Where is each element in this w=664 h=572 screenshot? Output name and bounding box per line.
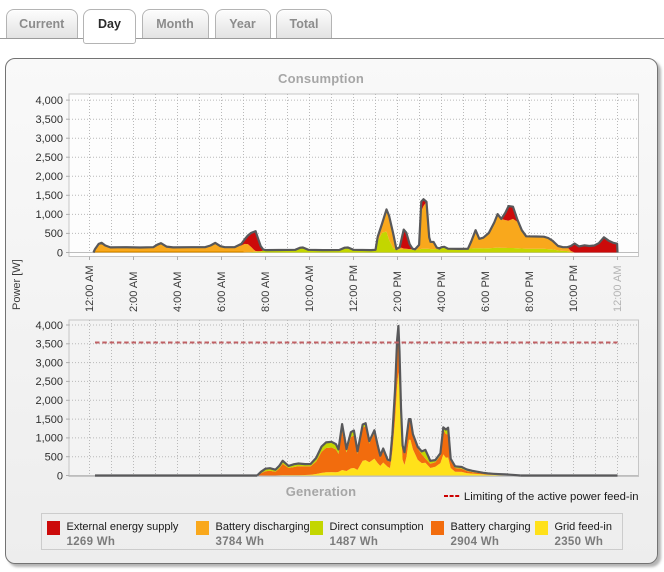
svg-text:10:00 PM: 10:00 PM [568, 265, 580, 312]
svg-text:1,000: 1,000 [35, 209, 63, 221]
svg-text:1,000: 1,000 [35, 433, 63, 445]
svg-text:4:00 AM: 4:00 AM [172, 272, 184, 312]
svg-text:6:00 PM: 6:00 PM [480, 271, 492, 312]
svg-text:10:00 AM: 10:00 AM [304, 266, 316, 312]
svg-text:0: 0 [57, 247, 63, 259]
svg-text:3,000: 3,000 [35, 357, 63, 369]
svg-text:Power [W]: Power [W] [11, 259, 23, 310]
svg-text:12:00 AM: 12:00 AM [612, 266, 624, 312]
svg-text:500: 500 [45, 228, 63, 240]
svg-text:12:00 PM: 12:00 PM [348, 265, 360, 312]
svg-text:6:00 AM: 6:00 AM [216, 272, 228, 312]
svg-text:3,500: 3,500 [35, 339, 63, 351]
svg-text:2:00 PM: 2:00 PM [392, 271, 404, 312]
svg-text:4:00 PM: 4:00 PM [436, 271, 448, 312]
svg-text:3,500: 3,500 [35, 114, 63, 126]
svg-text:3,000: 3,000 [35, 133, 63, 145]
svg-text:0: 0 [57, 470, 63, 482]
svg-text:Limiting of the active power f: Limiting of the active power feed-in [464, 491, 639, 503]
svg-text:1,500: 1,500 [35, 190, 63, 202]
svg-text:8:00 AM: 8:00 AM [260, 272, 272, 312]
svg-text:2,500: 2,500 [35, 376, 63, 388]
svg-text:4,000: 4,000 [35, 95, 63, 107]
svg-text:Consumption: Consumption [278, 71, 364, 86]
svg-text:500: 500 [45, 452, 63, 464]
svg-text:2,000: 2,000 [35, 171, 63, 183]
svg-text:2,000: 2,000 [35, 395, 63, 407]
svg-text:8:00 PM: 8:00 PM [524, 271, 536, 312]
svg-text:Generation: Generation [286, 484, 357, 499]
svg-text:12:00 AM: 12:00 AM [84, 266, 96, 312]
svg-text:2:00 AM: 2:00 AM [128, 272, 140, 312]
svg-text:2,500: 2,500 [35, 152, 63, 164]
svg-text:1,500: 1,500 [35, 414, 63, 426]
svg-text:4,000: 4,000 [35, 320, 63, 332]
